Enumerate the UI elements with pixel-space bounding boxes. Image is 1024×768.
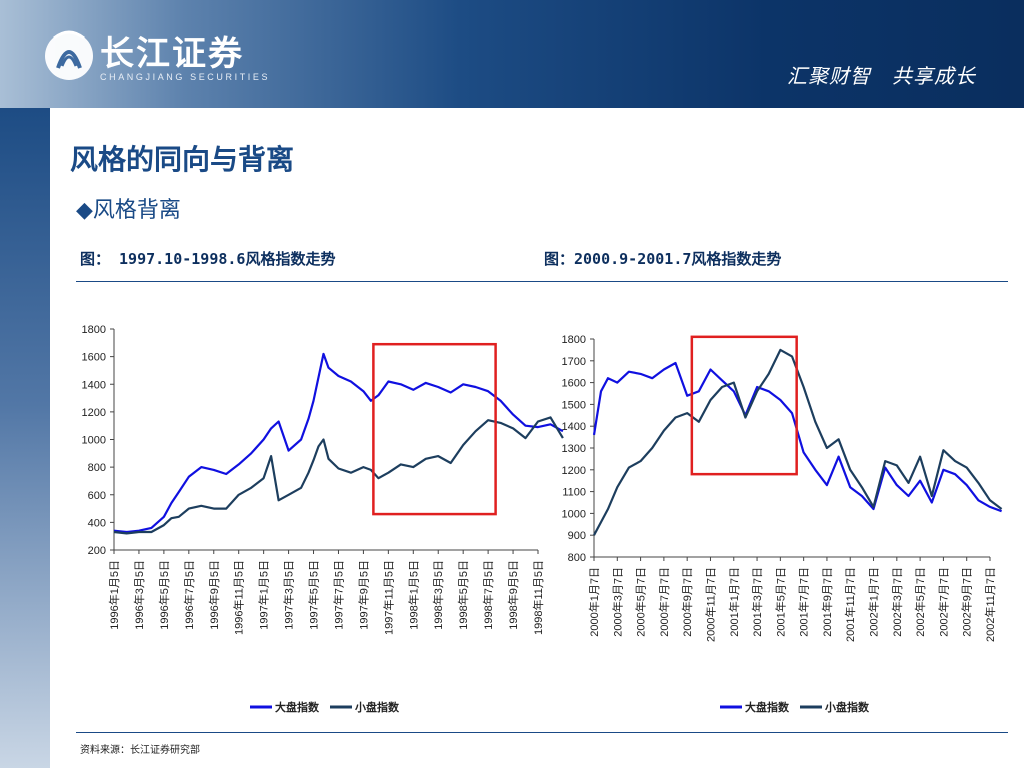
x-tick-label: 2002年3月7日 bbox=[890, 567, 904, 637]
x-tick-label: 1997年1月5日 bbox=[257, 560, 271, 630]
x-tick-label: 1997年11月5日 bbox=[381, 560, 395, 635]
y-tick-label: 200 bbox=[88, 545, 106, 557]
y-tick-label: 1400 bbox=[82, 379, 106, 391]
x-tick-label: 2001年9月7日 bbox=[820, 567, 834, 637]
legend-label-large-cap: 大盘指数 bbox=[275, 700, 320, 714]
x-tick-label: 1998年5月5日 bbox=[456, 560, 470, 630]
x-tick-label: 1996年5月5日 bbox=[157, 560, 171, 630]
x-tick-label: 2002年9月7日 bbox=[960, 567, 974, 637]
y-tick-label: 1400 bbox=[562, 421, 586, 433]
x-tick-label: 2000年7月7日 bbox=[657, 567, 671, 637]
x-tick-label: 2001年7月7日 bbox=[797, 567, 811, 637]
x-tick-label: 2001年1月7日 bbox=[727, 567, 741, 637]
series-line-small-cap bbox=[593, 348, 1003, 536]
x-tick-label: 2002年5月7日 bbox=[913, 567, 927, 637]
series-line-small-cap bbox=[113, 416, 564, 535]
source-note: 资料来源：长江证券研究部 bbox=[80, 745, 200, 756]
x-tick-label: 1996年7月5日 bbox=[182, 560, 196, 630]
slogan: 汇聚财智 共享成长 bbox=[787, 64, 976, 88]
x-tick-label: 2000年9月7日 bbox=[680, 567, 694, 637]
footer-divider bbox=[76, 732, 1008, 733]
chart-right: 800 900 1000 1100 1200 1300 1400 1500 1600 1700 18… bbox=[562, 334, 1003, 714]
x-tick-label: 2000年11月7日 bbox=[703, 567, 717, 642]
caption-right-chart: 图：2000.9-2001.7风格指数走势 bbox=[544, 250, 782, 268]
x-tick-label: 1996年1月5日 bbox=[107, 560, 121, 630]
y-tick-label: 1000 bbox=[82, 435, 106, 447]
y-tick-label: 400 bbox=[88, 517, 106, 529]
y-tick-label: 800 bbox=[568, 552, 586, 564]
x-tick-label: 2000年3月7日 bbox=[610, 567, 624, 637]
x-tick-label: 1997年7月5日 bbox=[331, 560, 345, 630]
logo-emblem-icon bbox=[45, 30, 93, 80]
y-tick-label: 1700 bbox=[562, 356, 586, 368]
legend-label-small-cap: 小盘指数 bbox=[824, 700, 870, 714]
highlight-box bbox=[690, 335, 798, 476]
y-tick-label: 1500 bbox=[562, 399, 586, 411]
y-tick-label: 1000 bbox=[562, 508, 586, 520]
x-tick-label: 1996年9月5日 bbox=[207, 560, 221, 630]
x-tick-label: 1997年9月5日 bbox=[356, 560, 370, 630]
logo-text-en: CHANGJIANG SECURITIES bbox=[100, 72, 271, 82]
x-tick-label: 1998年7月5日 bbox=[481, 560, 495, 630]
caption-left-chart: 图： 1997.10-1998.6风格指数走势 bbox=[80, 250, 336, 268]
x-tick-label: 2002年11月7日 bbox=[983, 567, 997, 642]
x-tick-label: 1998年1月5日 bbox=[406, 560, 420, 630]
y-tick-label: 900 bbox=[568, 530, 586, 542]
x-tick-label: 1996年11月5日 bbox=[232, 560, 246, 635]
x-tick-label: 2000年5月7日 bbox=[634, 567, 648, 637]
y-tick-label: 800 bbox=[88, 462, 106, 474]
y-tick-label: 1100 bbox=[562, 487, 586, 499]
legend-label-large-cap: 大盘指数 bbox=[745, 700, 790, 714]
highlight-box bbox=[372, 342, 497, 516]
y-tick-label: 1800 bbox=[562, 334, 586, 346]
x-tick-label: 2000年1月7日 bbox=[587, 567, 601, 637]
y-tick-label: 1200 bbox=[82, 407, 106, 419]
left-sidebar-band bbox=[0, 108, 50, 768]
y-tick-label: 1200 bbox=[562, 465, 586, 477]
y-tick-label: 1300 bbox=[562, 443, 586, 455]
x-tick-label: 2001年3月7日 bbox=[750, 567, 764, 637]
x-tick-label: 1996年3月5日 bbox=[132, 560, 146, 630]
x-tick-label: 2002年7月7日 bbox=[936, 567, 950, 637]
x-tick-label: 1997年3月5日 bbox=[282, 560, 296, 630]
caption-divider bbox=[76, 281, 1008, 282]
y-tick-label: 1600 bbox=[562, 378, 586, 390]
x-tick-label: 2001年11月7日 bbox=[843, 567, 857, 642]
legend-label-small-cap: 小盘指数 bbox=[354, 700, 400, 714]
y-tick-label: 1600 bbox=[82, 352, 106, 364]
x-tick-label: 1998年11月5日 bbox=[531, 560, 545, 635]
x-tick-label: 1998年3月5日 bbox=[431, 560, 445, 630]
y-tick-label: 1800 bbox=[82, 324, 106, 336]
logo-text-cn: 长江证券 bbox=[100, 34, 244, 74]
series-line-large-cap bbox=[592, 361, 1002, 513]
header-bar: 长江证券 CHANGJIANG SECURITIES 汇聚财智 共享成长 bbox=[0, 0, 1024, 108]
x-tick-label: 2001年5月7日 bbox=[773, 567, 787, 637]
y-tick-label: 600 bbox=[88, 490, 106, 502]
x-tick-label: 2002年1月7日 bbox=[867, 567, 881, 637]
series-line-large-cap bbox=[113, 352, 564, 534]
section-subtitle: ◆风格背离 bbox=[76, 198, 181, 223]
x-tick-label: 1998年9月5日 bbox=[506, 560, 520, 630]
x-tick-label: 1997年5月5日 bbox=[307, 560, 321, 630]
page-title: 风格的同向与背离 bbox=[70, 143, 295, 176]
chart-left: 200 400 600 800 1000 1200 1400 1600 1800 1996年1月5… bbox=[82, 324, 564, 714]
company-logo: 长江证券 CHANGJIANG SECURITIES bbox=[44, 24, 284, 90]
